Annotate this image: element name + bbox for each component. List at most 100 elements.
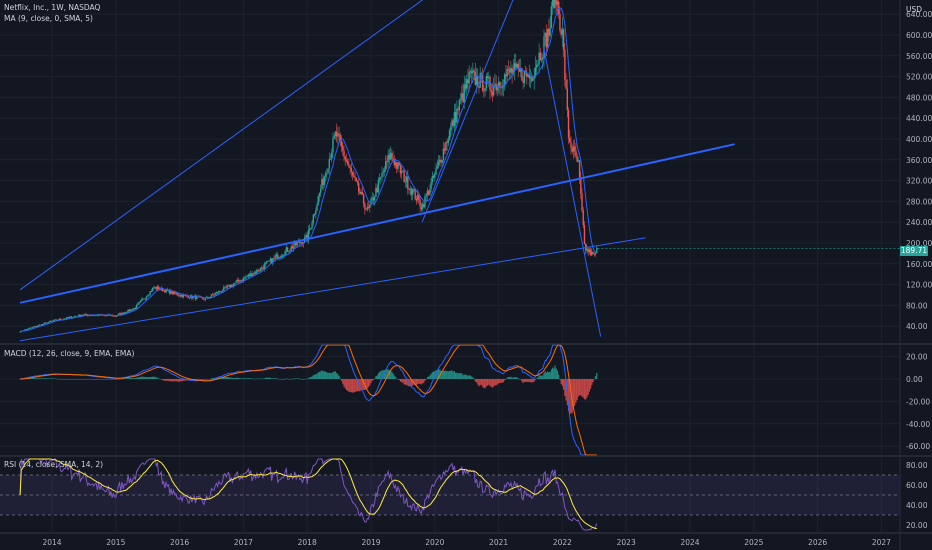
macd-histogram-bar [538,375,540,379]
candle-body [350,168,353,173]
macd-histogram-bar [370,379,372,383]
macd-histogram-bar [399,379,402,382]
candle-body [389,152,392,160]
upper-channel-trendline [19,0,424,291]
candle-body [408,189,410,190]
candle-body [340,141,343,147]
macd-histogram-bar [126,378,128,379]
macd-histogram-bar [517,378,519,379]
macd-histogram-bar [99,379,101,380]
candle-body [523,70,526,83]
macd-histogram-bar [30,378,32,379]
macd-histogram-bar [242,378,244,379]
price-tick-label: 320.00 [906,177,932,186]
candle-body [169,289,171,294]
macd-histogram-bar [95,379,97,380]
macd-histogram-bar [96,379,98,380]
macd-histogram-bar [343,379,345,387]
candle-body [175,293,177,295]
candle-body [32,326,35,328]
macd-pane[interactable] [19,344,598,456]
macd-histogram-bar [221,377,224,379]
macd-histogram-bar [299,378,301,380]
ma-legend[interactable]: MA (9, close, 0, SMA, 5) [4,14,93,23]
macd-histogram-bar [500,379,502,383]
macd-histogram-bar [164,379,166,381]
candle-body [448,130,451,140]
macd-histogram-bar [377,373,379,379]
candle-body [247,274,250,277]
candle-body [145,296,148,299]
macd-histogram-bar [165,379,167,381]
macd-histogram-bar [484,379,486,389]
macd-histogram-bar [556,370,559,379]
candle-body [242,277,245,281]
candle-body [439,159,441,162]
price-pane[interactable] [19,0,900,342]
macd-histogram-bar [417,379,419,385]
macd-histogram-bar [515,377,517,379]
macd-histogram-bar [477,379,479,385]
macd-histogram-bar [361,379,364,390]
candle-body [262,267,264,270]
rsi-pane[interactable] [0,458,900,531]
candle-body [432,176,435,178]
macd-histogram-bar [112,379,114,380]
candle-body [580,177,582,194]
candle-body [208,298,210,299]
macd-histogram-bar [234,377,236,379]
macd-histogram-bar [547,371,549,379]
macd-histogram-bar [337,374,339,379]
macd-histogram-bar [197,379,199,380]
macd-histogram-bar [326,372,328,379]
macd-histogram-bar [244,378,246,379]
macd-title[interactable]: MACD (12, 26, close, 9, EMA, EMA) [4,349,135,358]
symbol-title[interactable]: Netflix, Inc., 1W, NASDAQ [4,3,101,12]
candle-body [396,162,398,169]
macd-histogram-bar [409,379,411,387]
macd-histogram-bar [369,379,371,386]
macd-histogram-bar [537,377,539,379]
candle-body [117,314,119,316]
price-tick-label: 520.00 [906,73,932,82]
macd-histogram-bar [440,370,442,379]
candle-body [483,90,485,92]
macd-histogram-bar [410,379,413,387]
macd-histogram-bar [469,375,471,379]
price-tick-label: 640.00 [906,10,932,19]
macd-histogram-bar [452,371,454,379]
price-tick-label: 280.00 [906,197,932,206]
candle-body [42,323,45,325]
macd-histogram-bar [527,379,529,382]
candle-body [512,69,515,74]
candle-body [266,261,268,264]
candle-body [26,329,29,331]
candle-body [359,191,361,195]
candle-body [216,292,219,294]
candle-body [414,189,416,199]
candle-body [243,277,246,279]
candle-body [545,32,548,48]
macd-histogram-bar [529,379,532,383]
macd-histogram-bar [118,378,121,380]
candle-body [142,298,144,300]
macd-histogram-bar [414,379,416,386]
macd-histogram-bar [207,379,209,380]
macd-histogram-bar [554,365,556,379]
candle-body [519,68,522,72]
macd-histogram-bar [432,371,435,379]
macd-histogram-bar [64,379,67,380]
candle-body [134,308,137,309]
candle-body [56,319,58,321]
macd-histogram-bar [471,376,473,379]
candle-body [29,327,31,329]
macd-histogram-bar [512,377,514,379]
candle-body [339,135,342,142]
candle-body [272,258,274,264]
rsi-title[interactable]: RSI (14, close, SMA, 14, 2) [4,460,104,469]
macd-histogram-bar [555,368,557,379]
macd-histogram-bar [418,379,420,384]
macd-histogram-bar [390,370,392,379]
